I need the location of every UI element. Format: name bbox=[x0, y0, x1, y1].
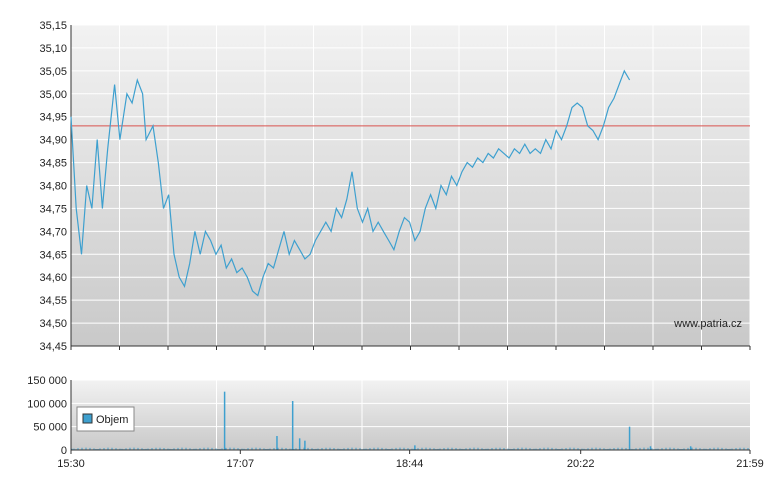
volume-y-tick-label: 50 000 bbox=[33, 422, 67, 434]
x-tick-label: 15:30 bbox=[57, 458, 85, 470]
legend-label: Objem bbox=[96, 414, 128, 426]
price-y-tick-label: 34,85 bbox=[39, 158, 67, 170]
watermark: www.patria.cz bbox=[673, 318, 742, 330]
price-y-tick-label: 34,55 bbox=[39, 295, 67, 307]
x-tick-label: 18:44 bbox=[396, 458, 424, 470]
price-y-tick-label: 34,50 bbox=[39, 318, 67, 330]
volume-y-tick-label: 150 000 bbox=[27, 375, 67, 387]
price-y-tick-label: 34,45 bbox=[39, 341, 67, 353]
price-y-tick-label: 34,80 bbox=[39, 181, 67, 193]
volume-x-axis: 15:30 17:07 18:44 20:22 21:59 bbox=[57, 449, 764, 470]
price-line bbox=[70, 69, 631, 297]
volume-legend: Objem bbox=[76, 406, 135, 432]
volume-y-tick-label: 100 000 bbox=[27, 398, 67, 410]
x-tick-label: 21:59 bbox=[736, 458, 764, 470]
legend-swatch bbox=[82, 413, 93, 424]
price-y-tick-label: 34,90 bbox=[39, 135, 67, 147]
price-y-tick-label: 34,75 bbox=[39, 203, 67, 215]
price-gridlines bbox=[70, 24, 751, 347]
volume-y-tick-label: 0 bbox=[61, 445, 67, 457]
price-y-tick-label: 34,60 bbox=[39, 272, 67, 284]
price-y-tick-label: 35,15 bbox=[39, 20, 67, 32]
volume-y-axis: 0 50 000 100 000 150 000 bbox=[27, 375, 72, 457]
x-tick-label: 20:22 bbox=[567, 458, 595, 470]
volume-plot-area bbox=[71, 380, 750, 450]
price-y-tick-label: 34,65 bbox=[39, 249, 67, 261]
price-y-tick-label: 34,95 bbox=[39, 112, 67, 124]
price-x-axis bbox=[70, 345, 751, 350]
price-y-tick-label: 34,70 bbox=[39, 226, 67, 238]
price-y-tick-label: 35,10 bbox=[39, 43, 67, 55]
price-y-tick-label: 35,05 bbox=[39, 66, 67, 78]
price-y-axis: 34,45 34,50 34,55 34,60 34,65 34,70 34,75 34,80… bbox=[39, 20, 72, 353]
price-y-tick-label: 35,00 bbox=[39, 89, 67, 101]
x-tick-label: 17:07 bbox=[227, 458, 255, 470]
